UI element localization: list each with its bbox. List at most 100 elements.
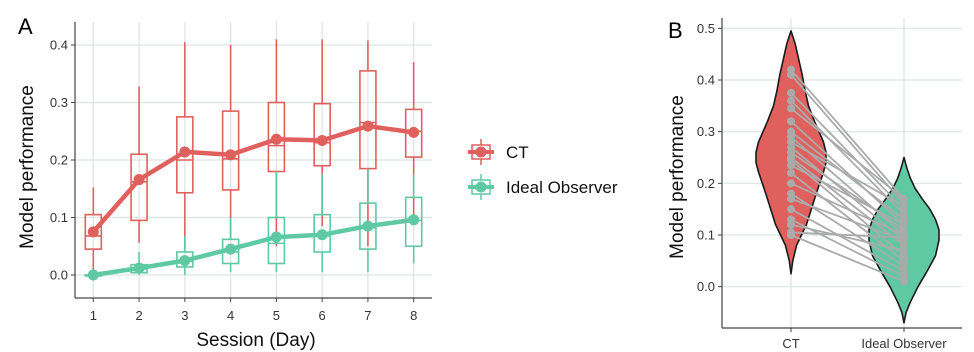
legend-key-point	[475, 181, 487, 193]
panel-b-y-tick-label: 0.5	[697, 21, 715, 36]
panel-b-point-ct	[787, 169, 795, 177]
panel-b-point-ct	[787, 70, 795, 79]
panel-b-violins	[755, 30, 940, 324]
panel-a-mean-line-ideal	[91, 217, 416, 278]
panel-b-paired-line	[790, 182, 905, 236]
panel-b-paired-line	[790, 223, 905, 252]
legend-key-point	[475, 146, 487, 158]
panel-a-y-tick-label: 0.1	[50, 210, 68, 225]
panel-b-paired-line	[790, 130, 905, 221]
panel-a-mean-point-ideal	[270, 231, 282, 243]
panel-b-x-tick-label: Ideal Observer	[861, 336, 947, 351]
panel-a-x-tick-label: 5	[273, 308, 280, 323]
panel-b-point-ct	[787, 179, 795, 188]
panel-a-x-tick-label: 2	[135, 308, 142, 323]
panel-b-y-tick-label: 0.4	[697, 73, 715, 88]
panel-b-point-ct	[787, 117, 795, 126]
panel-a-mean-point-ct	[270, 133, 282, 145]
panel-a-x-tick-label: 6	[319, 308, 326, 323]
panel-a-gridlines	[75, 22, 432, 298]
panel-b-paired-line	[790, 92, 905, 210]
panel-b-paired-line	[790, 120, 905, 226]
panel-b-paired-line	[790, 208, 905, 272]
panel-a-y-tick-label: 0.0	[50, 268, 68, 283]
panel-a-y-tick-labels: 0.0 0.1 0.2 0.3 0.4	[50, 38, 68, 283]
panel-a-x-tick-label: 4	[227, 308, 234, 323]
panel-b-paired-line	[790, 164, 905, 226]
panel-b-paired-line	[790, 234, 905, 283]
panel-b-y-tick-label: 0.3	[697, 124, 715, 139]
panel-a-x-tick-label: 8	[410, 308, 417, 323]
panel-b-paired-line	[790, 69, 905, 200]
panel-b-paired-line	[790, 107, 905, 200]
panel-b-paired-line	[790, 74, 905, 205]
panel-a-letter: A	[18, 14, 33, 39]
panel-b-point-ideal	[900, 233, 908, 242]
panel-a-y-tick-label: 0.3	[50, 95, 68, 110]
panel-b-y-tick-label: 0.2	[697, 176, 715, 191]
panel-a-mean-point-ct	[179, 146, 191, 158]
panel-a-mean-point-ideal	[225, 243, 237, 255]
panel-a-mean-point-ideal	[316, 229, 328, 241]
panel-a-y-tick-label: 0.4	[50, 38, 68, 53]
panel-b-point-ct	[787, 96, 795, 105]
panel-b-y-tick-label: 0.0	[697, 279, 715, 294]
panel-a-mean-point-ct	[316, 134, 328, 146]
panel-b-paired-line	[790, 156, 905, 247]
panel-a-mean-point-ideal	[408, 214, 420, 226]
panel-a-mean-point-ct	[225, 149, 237, 161]
panel-a-mean-point-ct	[133, 174, 145, 186]
panel-a-x-tick-label: 1	[90, 308, 97, 323]
panel-a-x-axis-label: Session (Day)	[196, 330, 315, 351]
panel-b-paired-lines	[790, 69, 905, 283]
panel-b-point-ct	[787, 231, 795, 239]
panel-b-paired-points	[787, 65, 908, 286]
panel-b-point-ct	[787, 205, 795, 214]
panel-b-y-axis-label: Model performance	[667, 95, 688, 259]
panel-a-mean-point-ct	[362, 120, 374, 132]
panel-a-mean-point-ideal	[179, 255, 191, 267]
panel-b-point-ct	[787, 161, 795, 170]
panel-a-mean-lines	[91, 123, 416, 278]
legend-entry-ct: CT	[468, 139, 529, 165]
panel-a-mean-point-ct	[87, 226, 99, 238]
panel-b-x-tick-labels: CT Ideal Observer	[782, 336, 947, 351]
panel-b-point-ct	[787, 194, 795, 203]
panel-a-boxplots	[84, 39, 423, 278]
panel-a-x-tick-label: 3	[181, 308, 188, 323]
panel-b-axes	[718, 18, 962, 332]
panel-b-paired-line	[790, 151, 905, 231]
panel-a-y-axis-label: Model performance	[17, 85, 38, 249]
panel-b-point-ideal	[900, 202, 908, 211]
panel-b-point-ideal	[900, 220, 908, 229]
panel-a-x-tick-labels: 1 2 3 4 5 6 7 8	[90, 308, 418, 323]
panel-b-point-ideal	[900, 246, 908, 255]
panel-a-legend: CT Ideal Observer	[468, 139, 618, 200]
panel-b-x-tick-label: CT	[782, 336, 799, 351]
panel-b-point-ct	[787, 104, 795, 113]
panel-a-y-tick-label: 0.2	[50, 153, 68, 168]
panel-b-point-ideal	[900, 194, 908, 203]
panel-b-paired-line	[790, 231, 905, 239]
panel-b-point-ct	[787, 220, 795, 229]
panel-b-y-tick-label: 0.1	[697, 228, 715, 243]
legend-label: Ideal Observer	[506, 178, 618, 197]
boxplot-box	[313, 102, 331, 167]
panel-b-y-tick-labels: 0.0 0.1 0.2 0.3 0.4 0.5	[697, 21, 715, 294]
panel-a-mean-point-ideal	[133, 262, 145, 274]
panel-a-mean-point-ideal	[87, 269, 99, 281]
panel-a-axes	[71, 22, 432, 302]
panel-b-chart: 0.0 0.1 0.2 0.3 0.4 0.5 CT Ideal Observer Mode…	[667, 18, 962, 351]
panel-a-mean-points	[87, 120, 420, 281]
panel-a-chart: 0.0 0.1 0.2 0.3 0.4 1 2 3 4 5 6 7 8 Session (Day) M…	[17, 22, 432, 351]
panel-b-paired-line	[790, 146, 905, 241]
panel-a-mean-point-ct	[408, 126, 420, 138]
panel-b-letter: B	[668, 18, 683, 43]
panel-a-mean-line-ct	[91, 123, 416, 235]
boxplot-box	[84, 213, 103, 250]
legend-entry-ideal: Ideal Observer	[468, 174, 618, 200]
panel-b-paired-line	[790, 197, 905, 242]
legend-label: CT	[506, 143, 529, 162]
panel-b-paired-line	[790, 141, 905, 208]
